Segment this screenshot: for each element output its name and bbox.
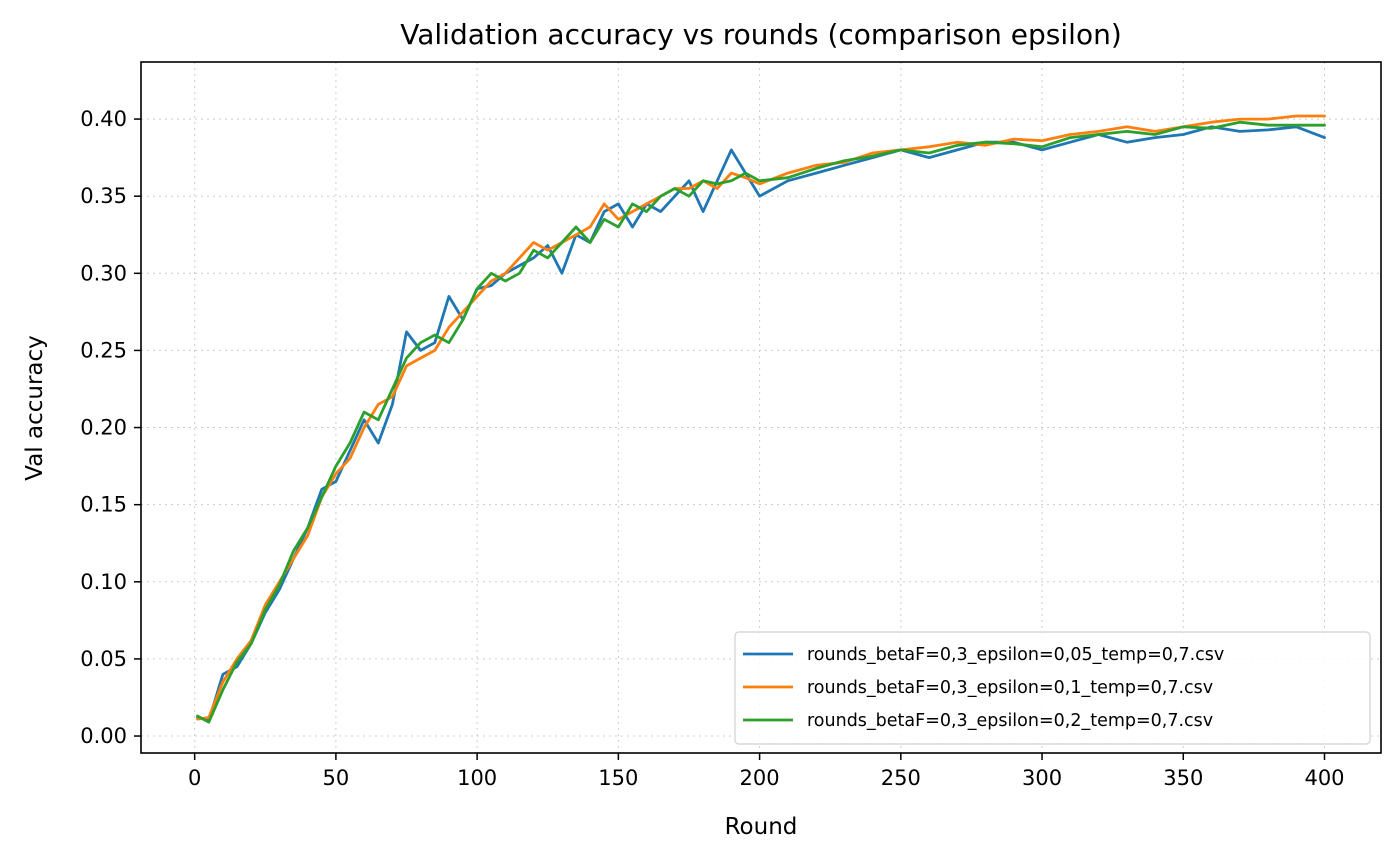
x-tick-label: 50: [323, 766, 350, 790]
series-line-3: [196, 120, 1326, 724]
y-tick-label: 0.05: [80, 647, 127, 671]
x-tick-label: 200: [740, 766, 780, 790]
y-tick-label: 0.20: [80, 416, 127, 440]
legend-label-2: rounds_betaF=0,3_epsilon=0,1_temp=0,7.cs…: [807, 678, 1213, 698]
y-tick-label: 0.25: [80, 338, 127, 362]
legend: rounds_betaF=0,3_epsilon=0,05_temp=0,7.c…: [734, 631, 1371, 745]
legend-label-1: rounds_betaF=0,3_epsilon=0,05_temp=0,7.c…: [807, 645, 1224, 665]
y-tick-label: 0.35: [80, 184, 127, 208]
ticks: 0 50 100 150 200 250 300 350 400 0.00 0.05 0.10 0.15…: [80, 107, 1344, 790]
series-group: [196, 114, 1326, 724]
x-axis-label: Round: [725, 814, 798, 840]
y-tick-label: 0.00: [80, 724, 127, 748]
y-tick-label: 0.40: [80, 107, 127, 131]
x-tick-label: 400: [1304, 766, 1344, 790]
x-tick-label: 300: [1022, 766, 1062, 790]
series-line-2: [196, 114, 1326, 721]
plot-frame: [140, 61, 1382, 754]
x-tick-label: 250: [881, 766, 921, 790]
y-axis-label: Val accuracy: [22, 335, 48, 481]
x-tick-label: 350: [1163, 766, 1203, 790]
chart-title: Validation accuracy vs rounds (compariso…: [400, 18, 1122, 51]
legend-box: [734, 631, 1371, 745]
y-tick-label: 0.10: [80, 570, 127, 594]
x-tick-label: 150: [598, 766, 638, 790]
x-tick-label: 100: [457, 766, 497, 790]
x-tick-label: 0: [188, 766, 201, 790]
y-tick-label: 0.30: [80, 261, 127, 285]
legend-label-3: rounds_betaF=0,3_epsilon=0,2_temp=0,7.cs…: [807, 711, 1213, 731]
series-line-1: [196, 125, 1326, 722]
y-tick-label: 0.15: [80, 493, 127, 517]
